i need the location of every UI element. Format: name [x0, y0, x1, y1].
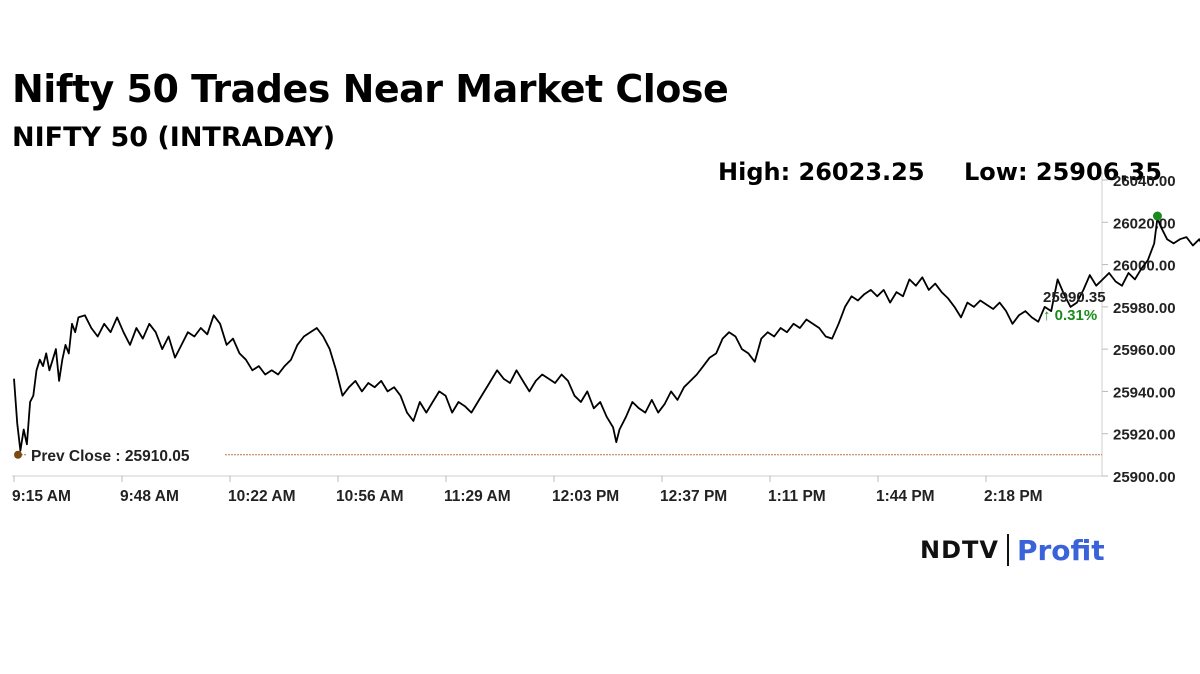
y-tick-label: 25920.00	[1113, 427, 1176, 444]
change-label: ↑ 0.31%	[1043, 307, 1097, 324]
low-stat: Low: 25906.35	[964, 158, 1162, 186]
x-tick-label: 9:15 AM	[12, 488, 71, 505]
high-marker	[1152, 211, 1162, 221]
y-tick-label: 25980.00	[1113, 300, 1176, 317]
page-title: Nifty 50 Trades Near Market Close	[12, 67, 729, 111]
x-tick-label: 1:11 PM	[768, 488, 826, 505]
x-tick-label: 10:56 AM	[336, 488, 403, 505]
prev-close-label-bg	[26, 441, 224, 464]
x-tick-label: 10:22 AM	[228, 488, 295, 505]
x-tick-label: 2:18 PM	[984, 488, 1043, 505]
logo-brand: NDTV	[920, 536, 999, 564]
high-stat: High: 26023.25	[718, 158, 925, 186]
y-tick-label: 25940.00	[1113, 384, 1176, 401]
x-tick-label: 12:37 PM	[660, 488, 727, 505]
y-tick-label: 26020.00	[1113, 215, 1176, 232]
x-tick-label: 1:44 PM	[876, 488, 935, 505]
series-line	[13, 217, 1200, 452]
prev-close-label: Prev Close : 25910.05	[31, 448, 190, 465]
logo-divider	[1006, 534, 1009, 566]
ndtv-profit-logo: NDTV Profit	[920, 530, 1105, 570]
y-tick-label: 26040.00	[1113, 173, 1176, 190]
y-tick-label: 25900.00	[1113, 469, 1176, 486]
prev-close-marker	[14, 450, 22, 459]
x-tick-label: 11:29 AM	[444, 488, 511, 505]
logo-product: Profit	[1016, 533, 1105, 567]
x-tick-label: 12:03 PM	[552, 488, 619, 505]
x-tick-label: 9:48 AM	[120, 488, 179, 505]
last-value-label: 25990.35	[1043, 289, 1106, 306]
chart-subtitle: NIFTY 50 (INTRADAY)	[12, 122, 336, 153]
y-tick-label: 25960.00	[1113, 342, 1176, 359]
